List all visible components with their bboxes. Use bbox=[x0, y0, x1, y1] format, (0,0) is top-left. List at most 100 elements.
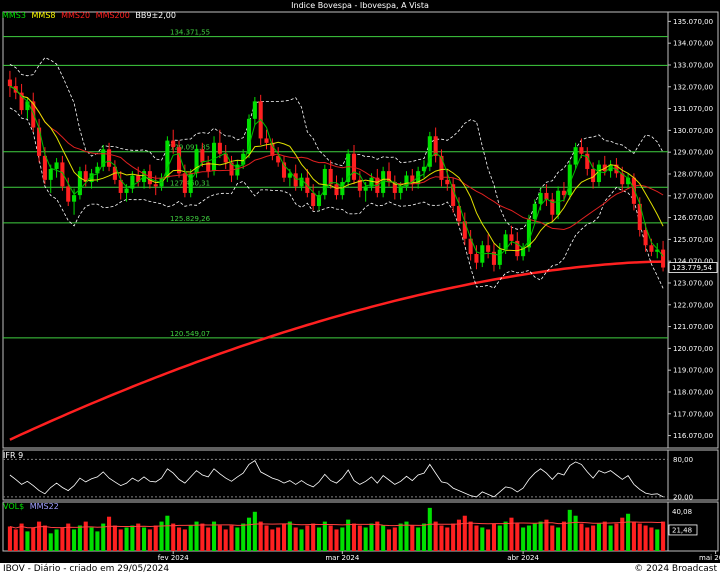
volume-bar bbox=[351, 523, 357, 551]
candle-body bbox=[37, 127, 42, 156]
volume-bar bbox=[25, 531, 30, 551]
candle-body bbox=[153, 184, 158, 187]
candle-body bbox=[515, 240, 520, 257]
candle-body bbox=[596, 164, 601, 183]
candle-body bbox=[561, 190, 566, 196]
candle-body bbox=[398, 186, 403, 193]
volume-bar bbox=[445, 527, 450, 551]
volume-bar bbox=[118, 529, 123, 551]
volume-bar bbox=[369, 523, 374, 551]
candle-body bbox=[328, 168, 333, 185]
volume-bar bbox=[567, 509, 572, 551]
x-tick-label: mai 2024 bbox=[699, 554, 720, 562]
status-footer: IBOV - Diário - criado em 29/05/2024 © 2… bbox=[0, 563, 720, 575]
volume-bar bbox=[241, 523, 246, 551]
candle-body bbox=[427, 136, 432, 167]
volume-tick-label: 21,48 bbox=[672, 526, 692, 534]
y-tick-label: 120.070,00 bbox=[673, 345, 713, 353]
volume-bar bbox=[270, 529, 275, 551]
candle-body bbox=[579, 147, 584, 154]
candle-body bbox=[631, 177, 636, 204]
candle-body bbox=[206, 162, 211, 172]
candle-body bbox=[462, 221, 467, 239]
volume-bar bbox=[299, 529, 304, 551]
candle-body bbox=[118, 179, 123, 193]
x-tick-label: mar 2024 bbox=[325, 554, 360, 562]
ifr-tick-label: 80,00 bbox=[673, 456, 693, 464]
volume-bar bbox=[421, 523, 427, 551]
volume-bar bbox=[637, 523, 642, 551]
legend-mms3: MMS3 bbox=[2, 11, 26, 20]
volume-bar bbox=[503, 521, 508, 551]
candle-body bbox=[241, 153, 246, 165]
candle-body bbox=[421, 166, 427, 172]
volume-bar bbox=[556, 527, 561, 551]
volume-bar bbox=[439, 525, 444, 551]
candle-body bbox=[101, 149, 106, 167]
volume-bar bbox=[48, 533, 53, 551]
candle-body bbox=[468, 238, 473, 254]
volume-bar bbox=[165, 515, 170, 551]
bollinger-upper-band bbox=[9, 57, 664, 230]
mms200-line bbox=[9, 260, 664, 441]
volume-bar bbox=[316, 527, 322, 551]
candle-body bbox=[72, 195, 77, 202]
volume-bar bbox=[381, 525, 386, 551]
y-tick-label: 129.070,00 bbox=[673, 149, 713, 157]
volume-bar bbox=[95, 531, 100, 551]
volume-bar bbox=[462, 515, 467, 551]
candle-body bbox=[316, 195, 322, 207]
volume-bar bbox=[188, 525, 193, 551]
volume-bar bbox=[427, 507, 432, 551]
candle-body bbox=[19, 92, 24, 111]
candle-body bbox=[451, 184, 456, 207]
volume-bar bbox=[89, 527, 94, 551]
candle-body bbox=[235, 164, 240, 176]
y-tick-label: 123.070,00 bbox=[673, 279, 713, 287]
candle-body bbox=[497, 249, 502, 265]
y-tick-label: 119.070,00 bbox=[673, 367, 713, 375]
volume-bar bbox=[398, 523, 403, 551]
legend-bb: BB9±2,00 bbox=[135, 11, 176, 20]
volume-bar bbox=[19, 523, 24, 551]
volume-panel-label: VOL$ MMS22 bbox=[3, 502, 59, 511]
candle-body bbox=[637, 203, 642, 230]
candle-body bbox=[165, 140, 170, 178]
candle-body bbox=[299, 177, 304, 187]
price-level-label: 125.829,26 bbox=[170, 215, 211, 223]
volume-bar bbox=[515, 523, 520, 551]
candle-body bbox=[386, 171, 392, 183]
volume-bar bbox=[591, 525, 596, 551]
volume-bar bbox=[596, 523, 601, 551]
candle-body bbox=[608, 164, 613, 172]
volume-bar bbox=[37, 521, 42, 551]
volume-bar bbox=[107, 516, 112, 551]
candle-body bbox=[287, 173, 292, 178]
volume-bar bbox=[602, 521, 607, 551]
candle-body bbox=[614, 164, 619, 174]
candle-body bbox=[89, 173, 94, 183]
volume-bar bbox=[491, 523, 497, 551]
volume-tick-box bbox=[668, 524, 698, 536]
volume-bar bbox=[322, 521, 327, 551]
candle-body bbox=[486, 245, 491, 252]
candle-body bbox=[66, 186, 71, 202]
candle-body bbox=[176, 147, 182, 174]
candle-body bbox=[655, 249, 660, 252]
volume-bar bbox=[532, 523, 537, 551]
volume-bar bbox=[649, 527, 654, 551]
volume-bar bbox=[136, 523, 141, 551]
volume-bar bbox=[246, 517, 252, 551]
ifr-tick-label: 20,00 bbox=[673, 493, 693, 501]
volume-bar bbox=[631, 521, 636, 551]
volume-bar bbox=[346, 519, 351, 551]
candle-body bbox=[416, 171, 421, 185]
volume-bar bbox=[159, 521, 164, 551]
volume-bar bbox=[363, 527, 368, 551]
candle-body bbox=[351, 153, 357, 180]
volume-bar bbox=[416, 527, 421, 551]
candle-body bbox=[211, 142, 217, 172]
volume-bar bbox=[124, 527, 129, 551]
candle-body bbox=[223, 153, 228, 163]
candle-body bbox=[252, 101, 257, 119]
